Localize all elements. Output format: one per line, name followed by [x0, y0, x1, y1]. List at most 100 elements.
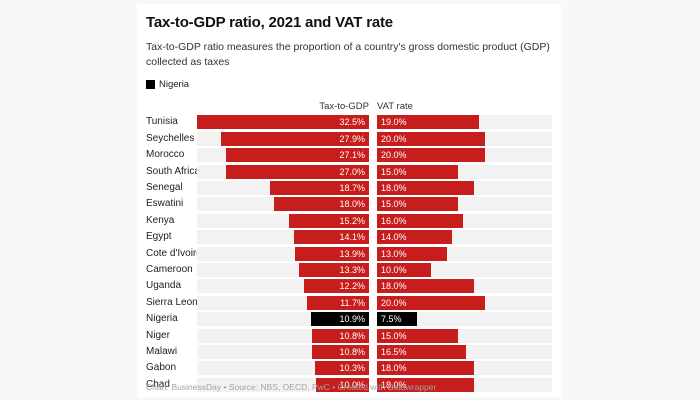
table-row: Malawi 10.8% 16.5% — [146, 344, 552, 359]
chart-title: Tax-to-GDP ratio, 2021 and VAT rate — [146, 14, 393, 31]
legend-swatch-nigeria — [146, 80, 155, 90]
vat-bar-track: 15.0% — [377, 328, 552, 343]
tax-bar-track: 13.9% — [197, 246, 369, 261]
table-row: Seychelles 27.9% 20.0% — [146, 131, 552, 146]
legend-label: Nigeria — [159, 79, 190, 91]
vat-bar: 15.0% — [377, 328, 458, 343]
row-label: South Africa — [146, 165, 200, 177]
tax-bar-track: 10.8% — [197, 328, 369, 343]
table-row: Chad 10.0% 18.0% — [146, 377, 552, 392]
vat-bar: 18.0% — [377, 279, 474, 294]
tax-bar-value: 27.0% — [339, 166, 365, 177]
vat-bar: 16.0% — [377, 213, 464, 228]
vat-bar-value: 18.0% — [381, 281, 407, 292]
vat-bar: 14.0% — [377, 230, 453, 245]
table-row: Kenya 15.2% 16.0% — [146, 213, 552, 228]
vat-bar-track: 13.0% — [377, 246, 552, 261]
row-label: Niger — [146, 329, 170, 341]
table-row: Egypt 14.1% 14.0% — [146, 230, 552, 245]
table-row: Nigeria 10.9% 7.5% — [146, 312, 552, 327]
row-label: Malawi — [146, 345, 178, 357]
vat-bar-track: 18.0% — [377, 361, 552, 376]
tax-bar-value: 10.8% — [339, 330, 365, 341]
vat-bar-track: 16.0% — [377, 213, 552, 228]
tax-bar: 13.9% — [295, 246, 369, 261]
tax-bar-track: 10.0% — [197, 377, 369, 392]
table-row: Tunisia 32.5% 19.0% — [146, 115, 552, 130]
vat-bar: 10.0% — [377, 262, 431, 277]
tax-bar: 15.2% — [288, 213, 369, 228]
tax-bar: 32.5% — [197, 115, 369, 130]
legend: Nigeria — [146, 79, 552, 90]
tax-bar: 14.1% — [294, 230, 369, 245]
vat-bar: 15.0% — [377, 197, 458, 212]
tax-bar-track: 10.3% — [197, 361, 369, 376]
vat-bar-track: 16.5% — [377, 344, 552, 359]
tax-bar-track: 18.0% — [197, 197, 369, 212]
tax-bar-value: 15.2% — [339, 215, 365, 226]
row-label: Tunisia — [146, 116, 178, 128]
vat-bar-track: 20.0% — [377, 131, 552, 146]
table-row: Morocco 27.1% 20.0% — [146, 148, 552, 163]
vat-bar-track: 20.0% — [377, 148, 552, 163]
tax-bar-value: 12.2% — [339, 281, 365, 292]
row-label: Senegal — [146, 182, 183, 193]
tax-bar-track: 32.5% — [197, 115, 369, 130]
vat-bar-value: 16.0% — [381, 215, 407, 226]
vat-bar-track: 20.0% — [377, 295, 552, 310]
tax-bar: 10.0% — [316, 377, 369, 392]
vat-bar-track: 18.0% — [377, 279, 552, 294]
row-label: Cote d'Ivoire — [146, 247, 202, 259]
tax-bar-value: 10.0% — [339, 379, 365, 390]
vat-bar: 18.0% — [377, 377, 474, 392]
column-headers: Tax-to-GDP VAT rate — [146, 101, 552, 112]
chart-rows: Tunisia 32.5% 19.0% Seychelles 27.9% 20.0% Mor… — [146, 115, 552, 394]
tax-bar: 10.9% — [311, 312, 369, 327]
vat-bar: 16.5% — [377, 344, 466, 359]
tax-bar-track: 18.7% — [197, 181, 369, 195]
tax-bar: 10.8% — [311, 328, 369, 343]
vat-bar-track: 15.0% — [377, 197, 552, 212]
tax-bar-value: 27.9% — [339, 133, 365, 144]
vat-bar-value: 15.0% — [381, 166, 407, 177]
vat-bar-value: 16.5% — [381, 346, 407, 357]
row-label: Cameroon — [146, 263, 193, 275]
row-label: Nigeria — [146, 313, 178, 325]
column-gap — [369, 101, 377, 112]
table-row: Senegal 18.7% 18.0% — [146, 181, 552, 195]
vat-bar-value: 15.0% — [381, 199, 407, 210]
tax-bar: 13.3% — [298, 262, 369, 277]
vat-bar-track: 14.0% — [377, 230, 552, 245]
row-label: Kenya — [146, 214, 175, 226]
vat-bar-value: 20.0% — [381, 150, 407, 161]
table-row: Cote d'Ivoire 13.9% 13.0% — [146, 246, 552, 261]
vat-bar: 18.0% — [377, 181, 474, 195]
vat-bar: 13.0% — [377, 246, 447, 261]
vat-bar-track: 7.5% — [377, 312, 552, 327]
tax-bar: 11.7% — [307, 295, 369, 310]
vat-bar-value: 20.0% — [381, 133, 407, 144]
vat-bar-track: 18.0% — [377, 181, 552, 195]
column-header-spacer — [146, 101, 197, 112]
table-row: Sierra Leone 11.7% 20.0% — [146, 295, 552, 310]
tax-bar-value: 10.3% — [339, 363, 365, 374]
vat-bar-value: 19.0% — [381, 117, 407, 128]
tax-bar-track: 10.8% — [197, 344, 369, 359]
tax-bar-value: 32.5% — [339, 117, 365, 128]
vat-bar-value: 14.0% — [381, 232, 407, 243]
vat-bar-track: 18.0% — [377, 377, 552, 392]
vat-bar: 18.0% — [377, 361, 474, 376]
tax-bar-value: 13.9% — [339, 248, 365, 259]
vat-bar-track: 19.0% — [377, 115, 552, 130]
row-label: Chad — [146, 378, 170, 390]
vat-bar-value: 13.0% — [381, 248, 407, 259]
vat-bar: 20.0% — [377, 148, 485, 163]
column-header-vat: VAT rate — [377, 101, 413, 113]
tax-bar-value: 10.9% — [339, 314, 365, 325]
tax-bar-value: 18.0% — [339, 199, 365, 210]
vat-bar-value: 7.5% — [381, 314, 402, 325]
row-label: Egypt — [146, 231, 172, 243]
vat-bar: 19.0% — [377, 115, 480, 130]
vat-bar: 15.0% — [377, 164, 458, 179]
tax-bar: 18.0% — [273, 197, 369, 212]
